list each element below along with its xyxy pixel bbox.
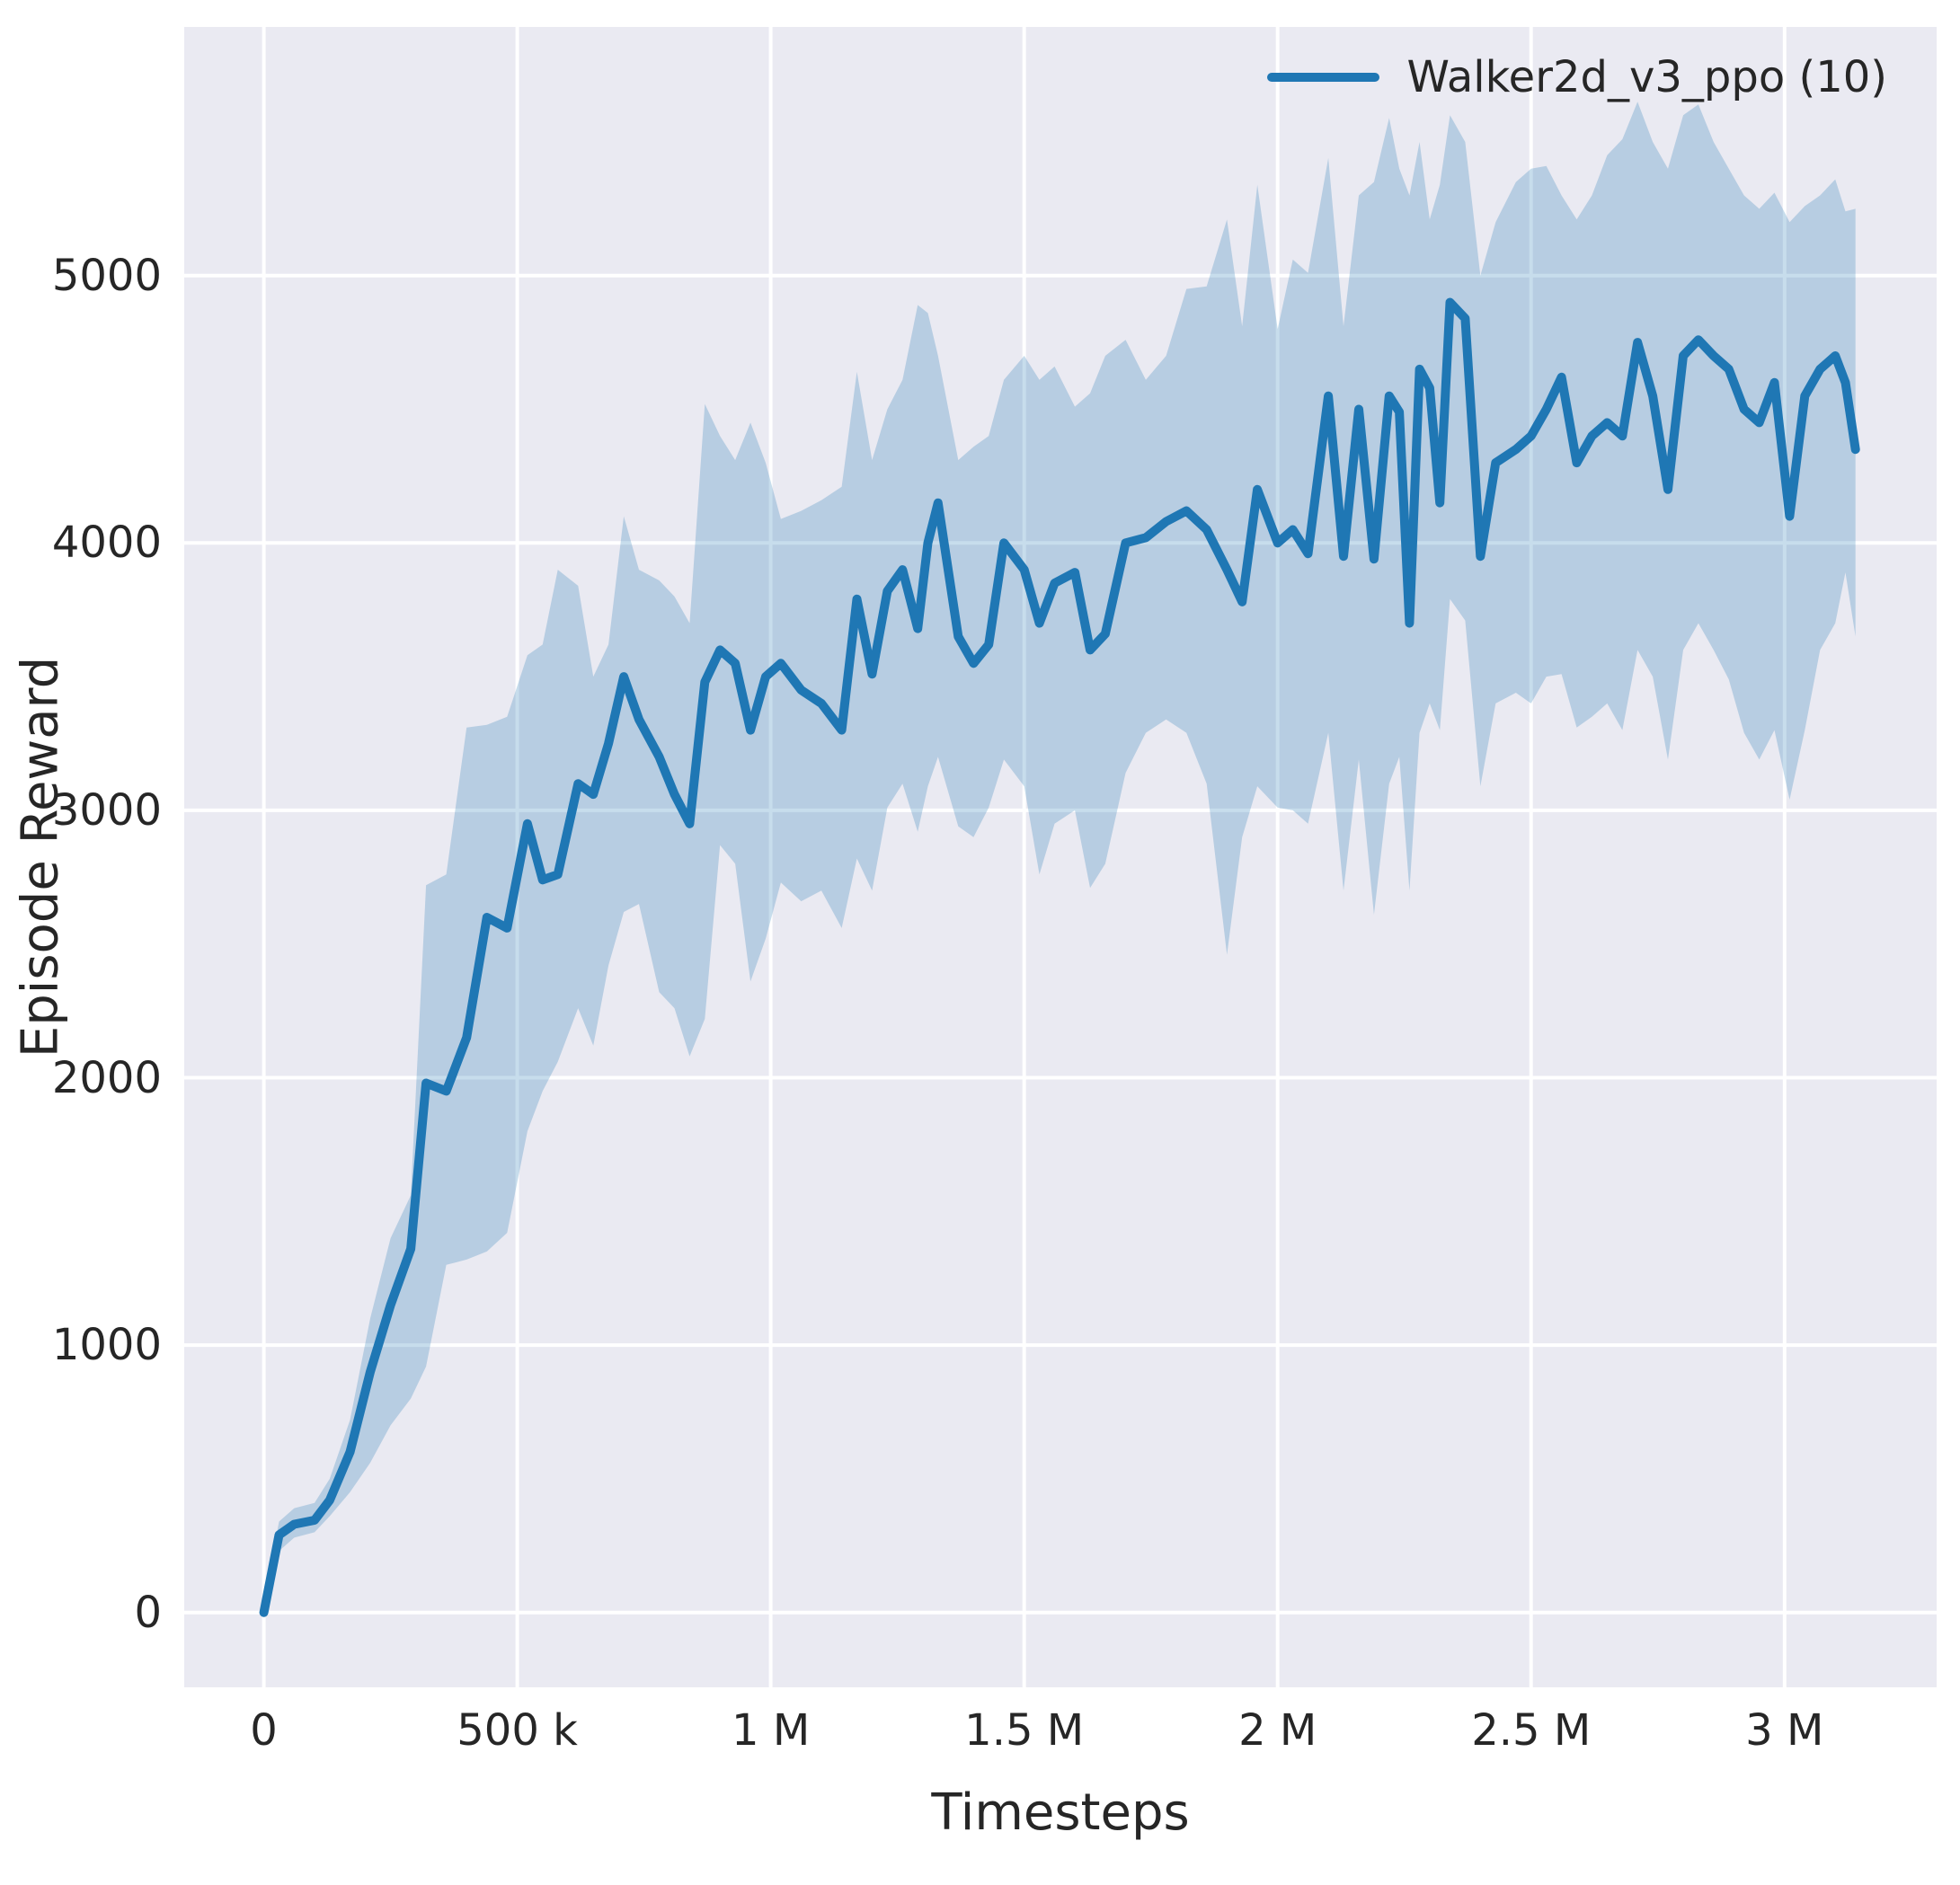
y-tick-label: 5000 [51,250,162,301]
y-tick-label: 2000 [51,1052,162,1103]
legend: Walker2d_v3_ppo (10) [1267,52,1887,102]
y-tick-label: 4000 [51,518,162,569]
y-tick-label: 1000 [51,1320,162,1371]
y-tick-label: 0 [134,1587,162,1638]
x-tick-label: 1 M [732,1705,811,1756]
x-tick-label: 0 [250,1705,278,1756]
plot-area: Walker2d_v3_ppo (10) [184,27,1937,1687]
x-tick-label: 3 M [1745,1705,1824,1756]
y-axis-label: Episode Reward [11,656,70,1058]
x-tick-label: 1.5 M [964,1705,1085,1756]
line-chart [184,27,1937,1687]
x-tick-label: 2 M [1238,1705,1317,1756]
mean-reward-line [259,297,1860,1617]
legend-line-swatch [1267,73,1380,82]
x-tick-label: 2.5 M [1471,1705,1592,1756]
x-tick-label: 500 k [457,1705,578,1756]
x-axis-label: Timesteps [931,1783,1190,1842]
legend-label: Walker2d_v3_ppo (10) [1406,52,1887,102]
confidence-band [263,102,1856,1613]
